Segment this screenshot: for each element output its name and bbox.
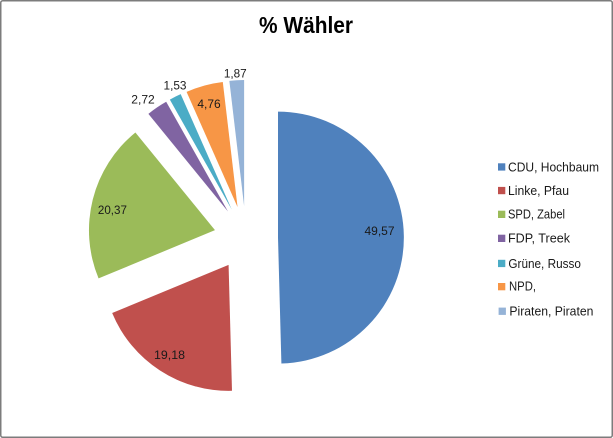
svg-text:CDU, Hochbaum: CDU, Hochbaum: [508, 161, 599, 175]
svg-text:1,87: 1,87: [224, 66, 247, 80]
svg-text:% Wähler: % Wähler: [259, 12, 353, 38]
svg-text:FDP, Treek: FDP, Treek: [508, 232, 571, 246]
svg-text:SPD, Zabel: SPD, Zabel: [508, 208, 565, 222]
svg-text:Grüne, Russo: Grüne, Russo: [508, 257, 581, 271]
svg-text:2,72: 2,72: [131, 93, 155, 107]
svg-text:49,57: 49,57: [365, 224, 395, 238]
svg-text:20,37: 20,37: [98, 203, 127, 217]
svg-text:4,76: 4,76: [197, 97, 221, 111]
svg-text:1,53: 1,53: [164, 78, 187, 92]
svg-text:Linke, Pfau: Linke, Pfau: [508, 184, 569, 198]
svg-text:NPD,: NPD,: [509, 280, 536, 294]
svg-text:19,18: 19,18: [154, 348, 185, 362]
svg-text:Piraten, Piraten: Piraten, Piraten: [509, 304, 593, 318]
